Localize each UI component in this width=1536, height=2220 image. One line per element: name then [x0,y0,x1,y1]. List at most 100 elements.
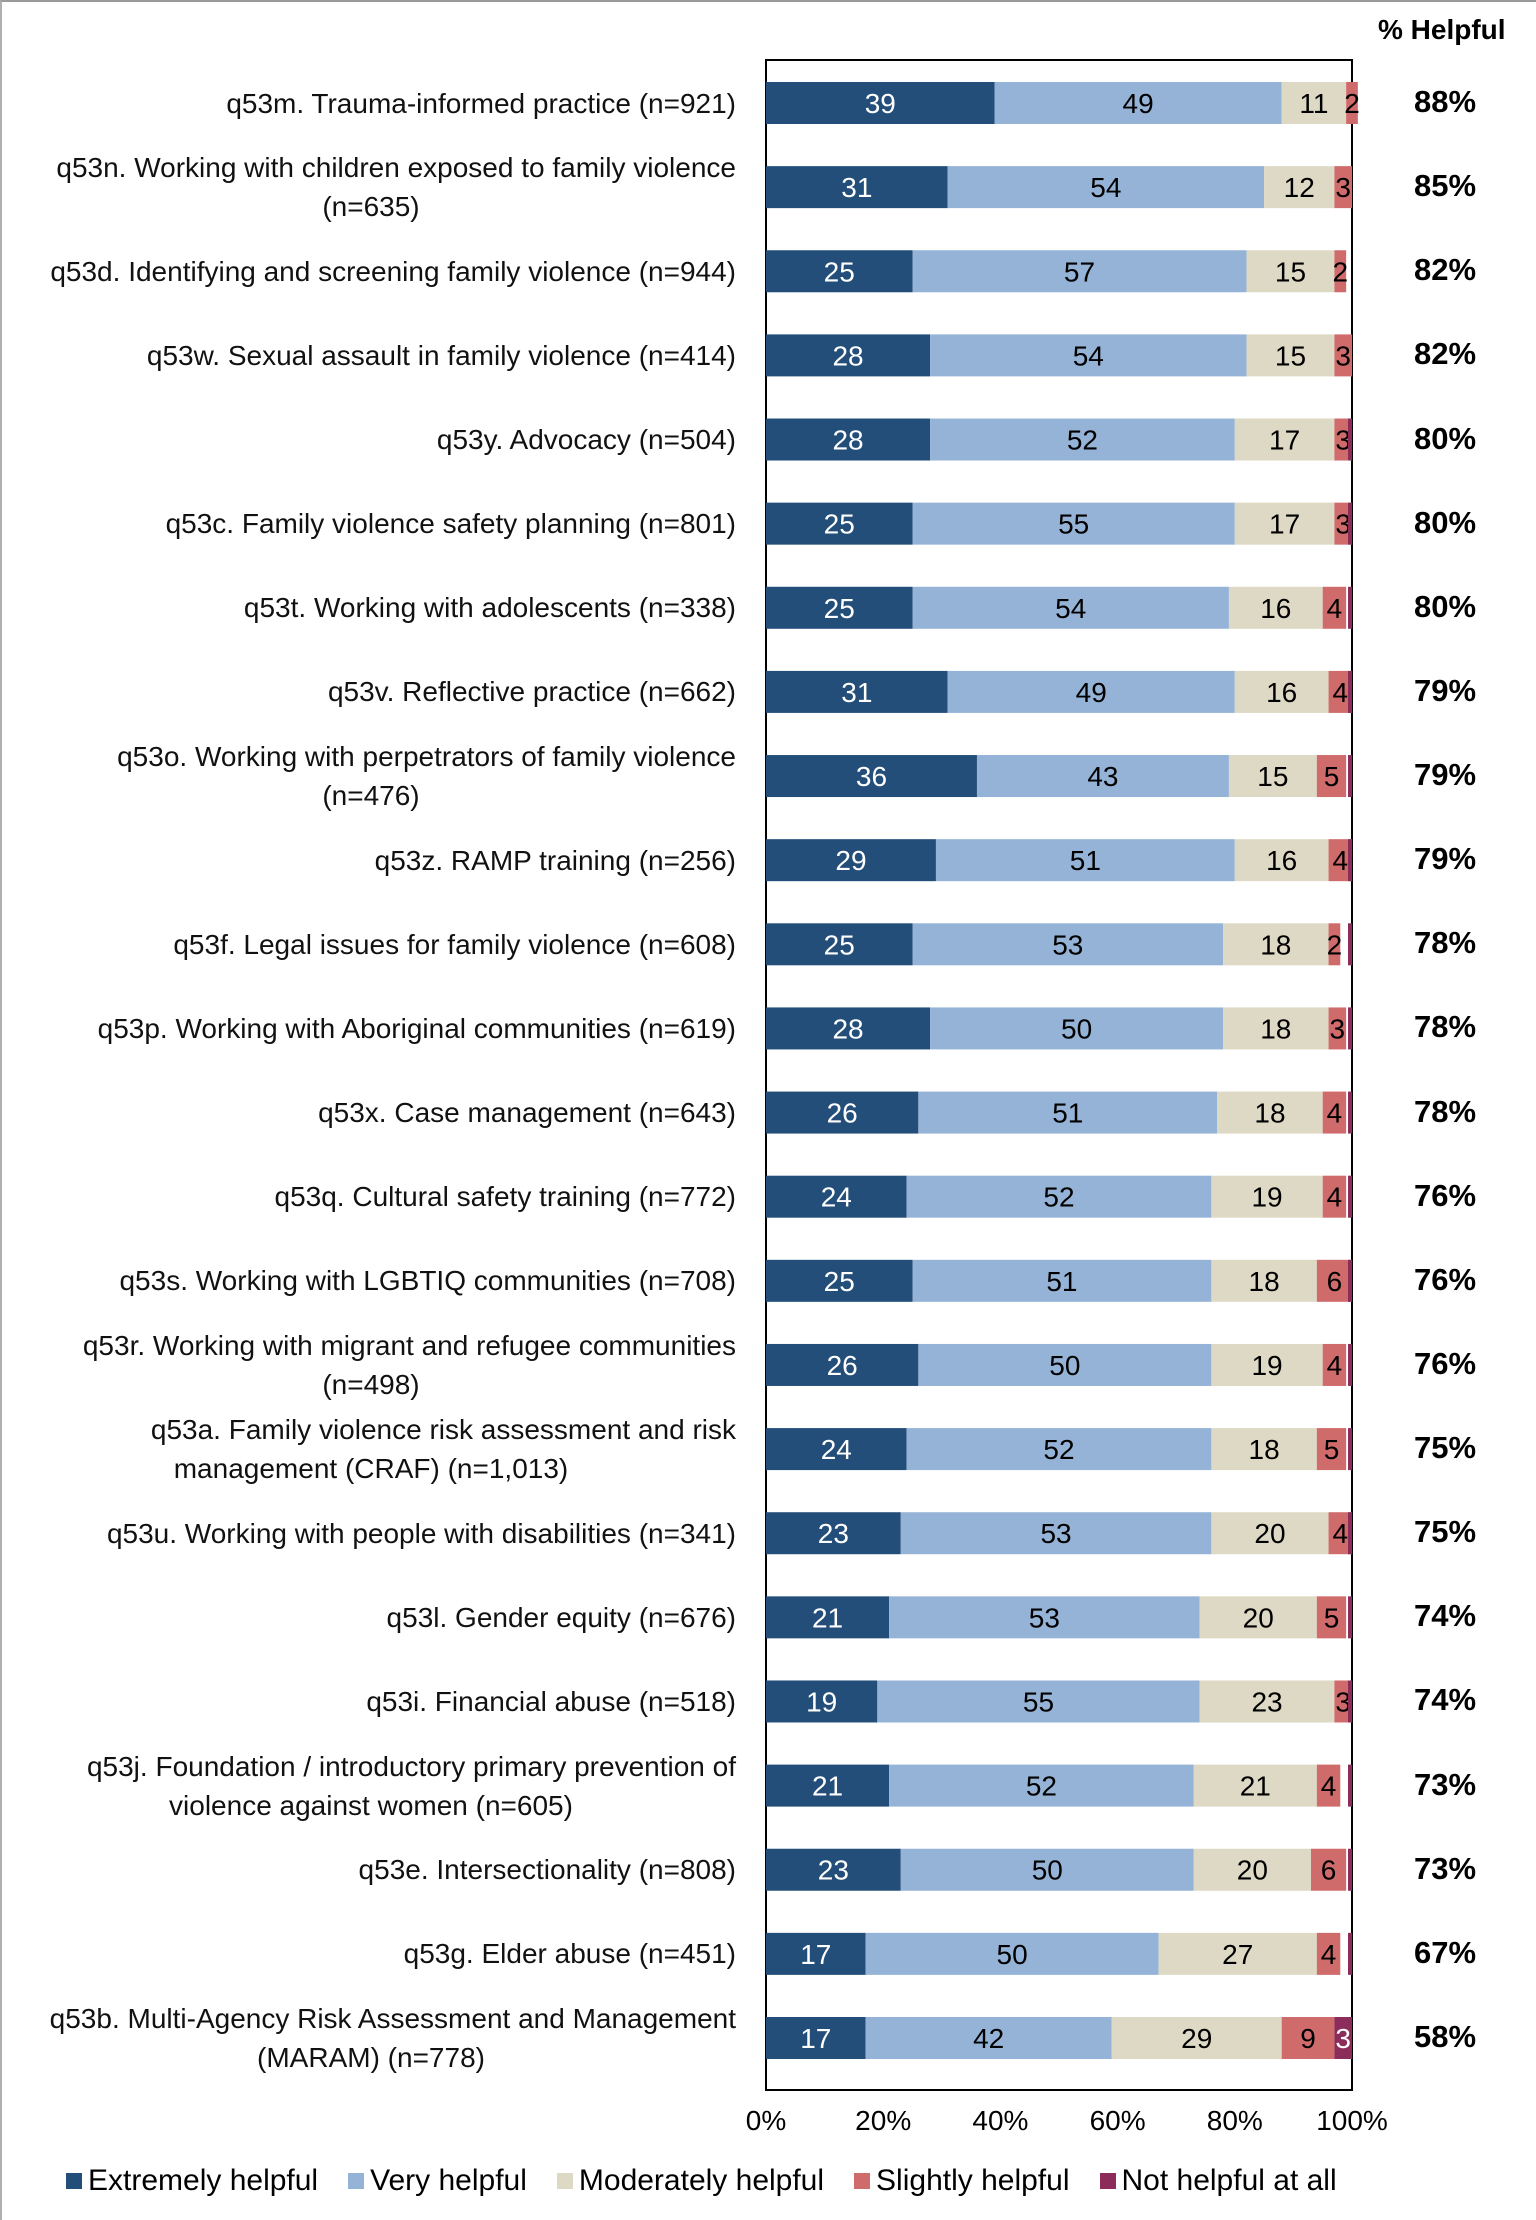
data-label: 31 [841,677,872,708]
percent-helpful-value: 74% [1413,1598,1477,1634]
data-label: 18 [1249,1434,1280,1465]
category-label-line: q53j. Foundation / introductory primary … [86,1750,736,1782]
bar-segment [1348,923,1352,966]
data-label: 19 [806,1686,837,1717]
data-label: 3 [1335,1686,1351,1717]
bar-segment [918,1343,1212,1386]
data-label: 23 [818,1855,849,1886]
bar-segment [766,166,948,209]
bar-segment [1228,586,1323,629]
data-label: 26 [827,1098,858,1129]
data-label: 20 [1243,1602,1274,1633]
x-tick-label: 60% [1090,2105,1146,2136]
bar-segment [1348,1848,1352,1891]
data-label: 18 [1260,1013,1291,1044]
data-label: 25 [824,256,855,287]
bar-segment [766,1175,907,1218]
bar-segment [1234,418,1335,461]
data-label: 18 [1260,929,1291,960]
bar-segment [1334,166,1352,209]
bar-segment [1223,923,1329,966]
bar-segment [1348,1343,1352,1386]
category-label: q53a. Family violence risk assessment an… [6,1410,736,1488]
category-label-line: violence against women (n=605) [169,1789,573,1821]
bar-segment [1228,755,1317,798]
data-label: 25 [824,1266,855,1297]
x-tick-label: 0% [746,2105,786,2136]
category-label: q53m. Trauma-informed practice (n=921) [0,84,736,123]
bar-segment [1334,418,1352,461]
category-label-line: q53g. Elder abuse (n=451) [403,1938,736,1970]
bar-segment [766,586,913,629]
data-label: 3 [1330,1013,1346,1044]
bar-segment [1316,1932,1341,1975]
bar-segment [994,82,1282,124]
percent-helpful-value: 75% [1413,1430,1477,1466]
category-label-line: q53n. Working with children exposed to f… [56,152,736,184]
legend-item: Slightly helpful [854,2164,1070,2198]
bar-segment [1211,1512,1329,1555]
category-label-line: q53r. Working with migrant and refugee c… [82,1329,736,1361]
bar-segment [1246,250,1335,293]
data-label: 28 [832,340,863,371]
bar-segment [1264,166,1335,209]
category-label-line: q53z. RAMP training (n=256) [374,844,736,876]
category-label-line: (MARAM) (n=778) [257,2042,485,2073]
data-label: 50 [1049,1350,1080,1381]
data-label: 21 [1240,1771,1271,1802]
bar-segment [1316,1428,1347,1471]
bar-segment [900,1512,1212,1555]
bar-segment [1334,334,1352,377]
data-label: 39 [865,88,896,119]
data-label: 18 [1249,1266,1280,1297]
category-label-line: (n=498) [322,1368,420,1400]
data-label: 2 [1332,256,1348,287]
category-label-line: q53u. Working with people with disabilit… [106,1517,736,1549]
data-label: 49 [1123,88,1154,119]
percent-helpful-value: 79% [1413,841,1477,877]
x-tick-label: 100% [1316,2105,1388,2136]
bar-segment [912,502,1235,545]
percent-helpful-value: 78% [1413,1009,1477,1045]
category-label: q53n. Working with children exposed to f… [6,148,736,226]
bar-segment [766,418,931,461]
category-label: q53l. Gender equity (n=676) [0,1598,736,1637]
data-label: 3 [1335,509,1351,540]
data-label: 25 [824,593,855,624]
bar-segment [1348,1175,1352,1218]
category-label: q53z. RAMP training (n=256) [0,841,736,880]
bar-segment [766,923,913,966]
bar-segment [766,1512,901,1555]
category-label-line: q53s. Working with LGBTIQ communities (n… [119,1265,736,1297]
data-label: 19 [1251,1350,1282,1381]
data-label: 49 [1076,677,1107,708]
bar-segment [1334,1680,1352,1723]
data-label: 36 [856,761,887,792]
data-label: 5 [1324,1602,1340,1633]
bar-segment [766,1932,866,1975]
bar-segment [1328,923,1341,966]
bar-segment [1348,755,1352,798]
data-label: 17 [800,2023,831,2054]
percent-helpful-value: 76% [1413,1345,1477,1381]
bar-segment [766,1007,931,1050]
data-label: 16 [1260,593,1291,624]
data-label: 55 [1023,1686,1054,1717]
legend-swatch [556,2173,573,2189]
data-label: 3 [1335,340,1351,371]
category-label-line: q53w. Sexual assault in family violence … [146,339,736,371]
bar-segment [930,334,1247,377]
percent-helpful-value: 82% [1413,336,1477,372]
data-label: 50 [1061,1013,1092,1044]
x-tick-label: 20% [855,2105,911,2136]
bar-segment [1348,502,1352,545]
category-label: q53b. Multi-Agency Risk Assessment and M… [6,1999,736,2077]
data-label: 23 [818,1518,849,1549]
bar-segment [766,334,931,377]
data-label: 4 [1332,677,1348,708]
percent-helpful-header: % Helpful [1378,14,1506,45]
category-label: q53g. Elder abuse (n=451) [0,1934,736,1973]
bar-segment [1334,250,1347,293]
bar-segment [1211,1428,1317,1471]
bar-segment [766,1259,913,1302]
